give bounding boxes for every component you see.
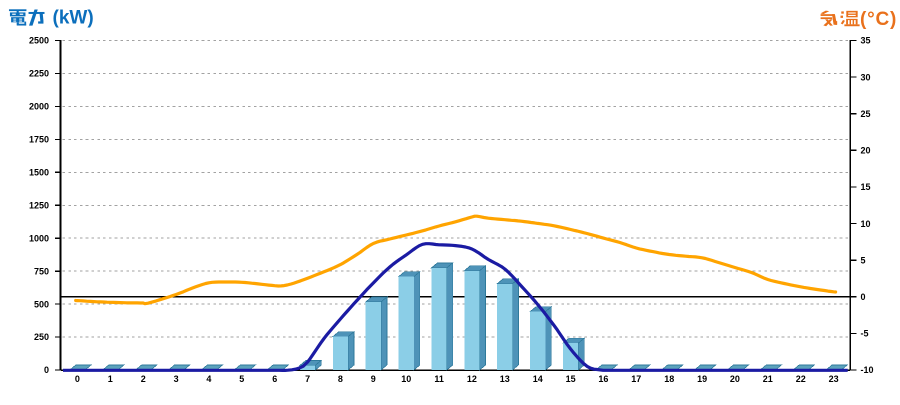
- svg-text:1500: 1500: [29, 168, 49, 178]
- svg-text:1: 1: [108, 374, 113, 384]
- svg-text:21: 21: [763, 374, 773, 384]
- svg-text:4: 4: [206, 374, 211, 384]
- svg-text:10: 10: [401, 374, 411, 384]
- svg-text:-5: -5: [861, 329, 869, 339]
- svg-text:3: 3: [174, 374, 179, 384]
- svg-text:35: 35: [861, 36, 871, 46]
- svg-text:12: 12: [467, 374, 477, 384]
- svg-text:7: 7: [305, 374, 310, 384]
- svg-text:0: 0: [75, 374, 80, 384]
- svg-text:16: 16: [598, 374, 608, 384]
- svg-text:(°C): (°C): [860, 9, 897, 30]
- svg-text:20: 20: [861, 146, 871, 156]
- svg-text:1250: 1250: [29, 200, 49, 210]
- svg-text:14: 14: [533, 374, 543, 384]
- svg-text:2500: 2500: [29, 36, 49, 46]
- svg-text:750: 750: [34, 266, 49, 276]
- svg-text:1000: 1000: [29, 233, 49, 243]
- svg-text:(kW): (kW): [53, 8, 94, 29]
- svg-text:10: 10: [861, 219, 871, 229]
- svg-text:6: 6: [272, 374, 277, 384]
- svg-text:22: 22: [796, 374, 806, 384]
- svg-text:5: 5: [861, 255, 866, 265]
- svg-text:0: 0: [861, 292, 866, 302]
- svg-text:8: 8: [338, 374, 343, 384]
- svg-text:2000: 2000: [29, 102, 49, 112]
- svg-text:20: 20: [730, 374, 740, 384]
- svg-text:23: 23: [829, 374, 839, 384]
- svg-text:25: 25: [861, 109, 871, 119]
- svg-text:2: 2: [141, 374, 146, 384]
- svg-text:19: 19: [697, 374, 707, 384]
- svg-text:-10: -10: [861, 365, 874, 375]
- svg-text:11: 11: [434, 374, 444, 384]
- svg-text:17: 17: [631, 374, 641, 384]
- svg-text:1750: 1750: [29, 135, 49, 145]
- svg-text:30: 30: [861, 72, 871, 82]
- svg-text:15: 15: [861, 182, 871, 192]
- svg-text:2250: 2250: [29, 69, 49, 79]
- svg-text:18: 18: [664, 374, 674, 384]
- svg-text:0: 0: [44, 365, 49, 375]
- svg-text:500: 500: [34, 299, 49, 309]
- svg-text:5: 5: [239, 374, 244, 384]
- svg-text:9: 9: [371, 374, 376, 384]
- svg-text:13: 13: [500, 374, 510, 384]
- svg-text:15: 15: [566, 374, 576, 384]
- svg-text:250: 250: [34, 332, 49, 342]
